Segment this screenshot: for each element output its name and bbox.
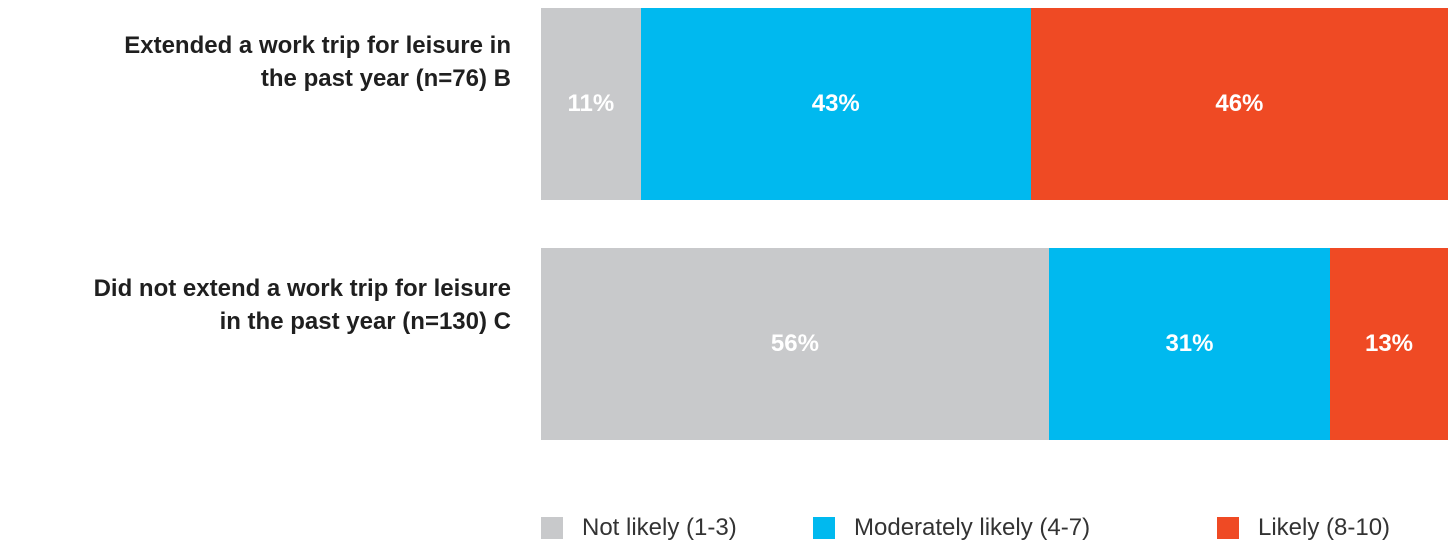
legend-label: Not likely (1-3) bbox=[582, 514, 737, 541]
bar-segment-moderately-likely: 31% bbox=[1048, 248, 1331, 440]
bar-segment-moderately-likely: 43% bbox=[640, 8, 1031, 200]
legend: Not likely (1-3) Moderately likely (4-7)… bbox=[541, 513, 1448, 543]
legend-item-not-likely: Not likely (1-3) bbox=[541, 513, 737, 543]
category-label-line: Extended a work trip for leisure in bbox=[124, 32, 511, 59]
category-label-line: Did not extend a work trip for leisure bbox=[93, 275, 511, 302]
legend-label: Likely (8-10) bbox=[1258, 514, 1391, 541]
data-label: 31% bbox=[1165, 330, 1214, 357]
category-label-extended: Extended a work trip for leisure in the … bbox=[0, 29, 511, 95]
legend-swatch bbox=[813, 517, 835, 539]
data-label: 43% bbox=[811, 90, 860, 117]
category-label-line: in the past year (n=130) C bbox=[219, 308, 511, 335]
bar-row-extended: 11% 43% 46% bbox=[541, 8, 1448, 200]
category-label-did-not-extend: Did not extend a work trip for leisure i… bbox=[0, 272, 511, 338]
data-label: 56% bbox=[770, 330, 819, 357]
bar-row-did-not-extend: 56% 31% 13% bbox=[541, 248, 1448, 440]
legend-item-moderately-likely: Moderately likely (4-7) bbox=[813, 513, 1090, 543]
category-label-line: the past year (n=76) B bbox=[260, 65, 511, 92]
bar-segment-likely: 46% bbox=[1030, 8, 1448, 200]
bar-segment-not-likely: 56% bbox=[541, 248, 1049, 440]
bar-segment-likely: 13% bbox=[1330, 248, 1448, 440]
legend-swatch bbox=[1217, 517, 1239, 539]
data-label: 11% bbox=[567, 90, 615, 117]
legend-swatch bbox=[541, 517, 563, 539]
data-label: 46% bbox=[1215, 90, 1264, 117]
data-label: 13% bbox=[1364, 330, 1414, 357]
bar-segment-not-likely: 11% bbox=[541, 8, 641, 200]
legend-item-likely: Likely (8-10) bbox=[1217, 513, 1390, 543]
legend-label: Moderately likely (4-7) bbox=[854, 514, 1091, 541]
